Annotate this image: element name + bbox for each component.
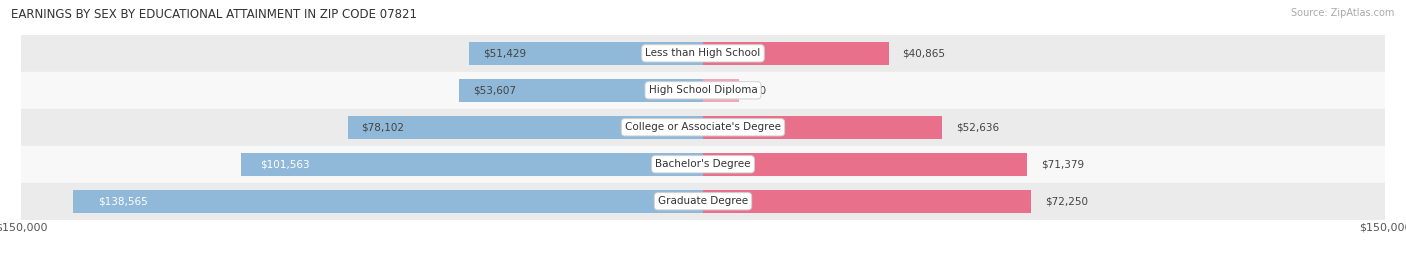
Bar (242, 153, 703, 176)
Bar (21, 72, 1385, 109)
Bar (703, 42, 889, 65)
Text: $78,102: $78,102 (361, 122, 405, 132)
Bar (21, 146, 1385, 183)
Text: EARNINGS BY SEX BY EDUCATIONAL ATTAINMENT IN ZIP CODE 07821: EARNINGS BY SEX BY EDUCATIONAL ATTAINMEN… (11, 8, 418, 21)
Text: $72,250: $72,250 (1045, 196, 1088, 206)
Text: $53,607: $53,607 (472, 85, 516, 95)
Bar (21, 35, 1385, 72)
Bar (470, 42, 703, 65)
Bar (703, 153, 1028, 176)
Bar (21, 183, 1385, 220)
Bar (21, 109, 1385, 146)
Text: $101,563: $101,563 (260, 159, 309, 169)
Bar (460, 79, 703, 102)
Bar (703, 190, 1032, 213)
Text: College or Associate's Degree: College or Associate's Degree (626, 122, 780, 132)
Text: High School Diploma: High School Diploma (648, 85, 758, 95)
Text: $40,865: $40,865 (903, 48, 945, 58)
Text: $52,636: $52,636 (956, 122, 1000, 132)
Text: Bachelor's Degree: Bachelor's Degree (655, 159, 751, 169)
Bar (347, 116, 703, 139)
Bar (703, 116, 942, 139)
Text: $71,379: $71,379 (1040, 159, 1084, 169)
Text: $0: $0 (754, 85, 766, 95)
Text: Graduate Degree: Graduate Degree (658, 196, 748, 206)
Text: $51,429: $51,429 (482, 48, 526, 58)
Text: Less than High School: Less than High School (645, 48, 761, 58)
Bar (73, 190, 703, 213)
Text: $138,565: $138,565 (98, 196, 148, 206)
Text: Source: ZipAtlas.com: Source: ZipAtlas.com (1291, 8, 1395, 18)
Bar (703, 79, 740, 102)
